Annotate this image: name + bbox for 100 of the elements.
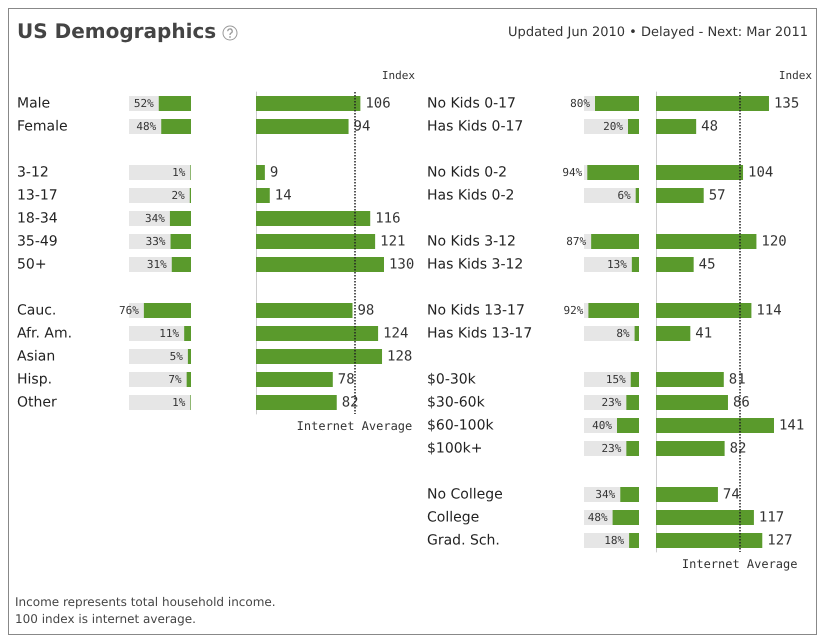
- data-label: 128: [387, 348, 412, 364]
- y-tick-label: 35-49: [17, 234, 58, 250]
- bar: [656, 533, 762, 548]
- data-label: 40%: [592, 419, 612, 432]
- data-label: 86: [732, 394, 750, 410]
- bar: [656, 96, 769, 111]
- data-label: 13%: [606, 258, 628, 271]
- y-tick-label: 50+: [17, 256, 47, 272]
- y-tick-label: College: [427, 510, 480, 526]
- data-label: 74: [722, 486, 740, 502]
- bar: [629, 533, 639, 548]
- data-label: 8%: [616, 327, 630, 340]
- text: Income represents total household income.: [15, 594, 276, 611]
- bar: [656, 441, 725, 456]
- data-label: 104: [748, 164, 774, 180]
- bar: [634, 326, 639, 341]
- y-tick-label: No Kids 13-17: [427, 302, 525, 318]
- bar: [256, 326, 378, 341]
- text: 100 index is internet average.: [15, 611, 197, 628]
- bar: [656, 372, 724, 387]
- data-label: 2%: [172, 189, 186, 202]
- bar: [256, 165, 265, 180]
- data-label: 106: [365, 96, 391, 112]
- bar: [256, 234, 376, 249]
- y-tick-label: $30-60k: [427, 394, 486, 410]
- bar: [656, 165, 744, 180]
- y-tick-label: 18-34: [17, 210, 58, 226]
- data-label: 94%: [562, 166, 583, 179]
- bar: [256, 395, 337, 410]
- y-tick-label: Female: [17, 118, 68, 134]
- data-label: 34%: [595, 488, 616, 501]
- y-tick-label: Other: [17, 394, 57, 410]
- bar: [626, 441, 639, 456]
- data-label: 76%: [119, 304, 140, 317]
- data-label: 7%: [168, 373, 182, 386]
- data-label: 82: [730, 440, 746, 456]
- bar: [256, 96, 360, 111]
- data-label: 135: [774, 96, 800, 112]
- data-label: 5%: [170, 350, 184, 363]
- y-tick-label: Afr. Am.: [17, 326, 72, 342]
- data-label: 130: [389, 256, 414, 272]
- data-label: 11%: [159, 327, 180, 340]
- bar: [188, 349, 191, 364]
- chart-subtitle: Updated Jun 2010 • Delayed - Next: Mar 2011: [508, 25, 808, 40]
- data-label: 15%: [606, 373, 626, 386]
- data-label: 18%: [604, 534, 624, 547]
- bar: [656, 303, 752, 318]
- data-label: 78: [338, 372, 355, 388]
- data-label: 127: [767, 532, 793, 548]
- data-label: 116: [375, 210, 401, 226]
- y-tick-label: Has Kids 13-17: [427, 326, 532, 342]
- y-tick-label: $60-100k: [427, 418, 494, 434]
- data-label: 48%: [136, 120, 157, 133]
- data-label: 92%: [564, 304, 584, 317]
- bar: [656, 188, 704, 203]
- data-label: 80%: [570, 97, 590, 110]
- bar: [186, 372, 191, 387]
- data-label: 87%: [566, 235, 587, 248]
- y-tick-label: Hisp.: [17, 372, 52, 388]
- y-tick-label: 3-12: [17, 164, 49, 180]
- y-tick-label: $100k+: [427, 440, 482, 456]
- bar: [656, 395, 728, 410]
- data-label: 9: [270, 164, 278, 180]
- data-label: 120: [761, 234, 787, 250]
- text: Index: [380, 69, 415, 82]
- bar: [656, 510, 754, 525]
- data-label: 34%: [145, 212, 166, 225]
- y-tick-label: Has Kids 0-17: [427, 118, 524, 134]
- bar: [636, 188, 639, 203]
- data-label: 82: [342, 394, 359, 410]
- data-label: 33%: [146, 235, 166, 248]
- bar: [656, 487, 718, 502]
- ref-line-label: Internet Average: [296, 419, 412, 433]
- data-label: 41: [695, 326, 712, 342]
- y-tick-label: Cauc.: [17, 302, 56, 318]
- bar: [256, 372, 333, 387]
- bar: [256, 349, 382, 364]
- bar: [656, 257, 694, 272]
- data-label: 141: [779, 418, 804, 434]
- y-tick-label: No Kids 0-17: [427, 96, 516, 112]
- bar: [656, 234, 756, 249]
- bar: [656, 119, 696, 134]
- data-label: 31%: [146, 258, 168, 271]
- data-label: 94: [354, 118, 370, 134]
- data-label: 6%: [617, 189, 632, 202]
- bar: [256, 257, 384, 272]
- data-label: 124: [383, 326, 408, 342]
- data-label: 48%: [588, 511, 608, 524]
- data-label: 45: [698, 256, 716, 272]
- chart-title: US Demographics: [17, 19, 218, 43]
- data-label: 1%: [172, 396, 186, 409]
- bar: [656, 326, 690, 341]
- y-tick-label: Grad. Sch.: [427, 532, 500, 548]
- data-label: 23%: [601, 396, 622, 409]
- bar: [256, 188, 270, 203]
- bar: [184, 326, 191, 341]
- bar: [256, 119, 349, 134]
- data-label: 81: [728, 372, 746, 388]
- y-tick-label: 13-17: [17, 188, 58, 204]
- data-label: 121: [380, 234, 406, 250]
